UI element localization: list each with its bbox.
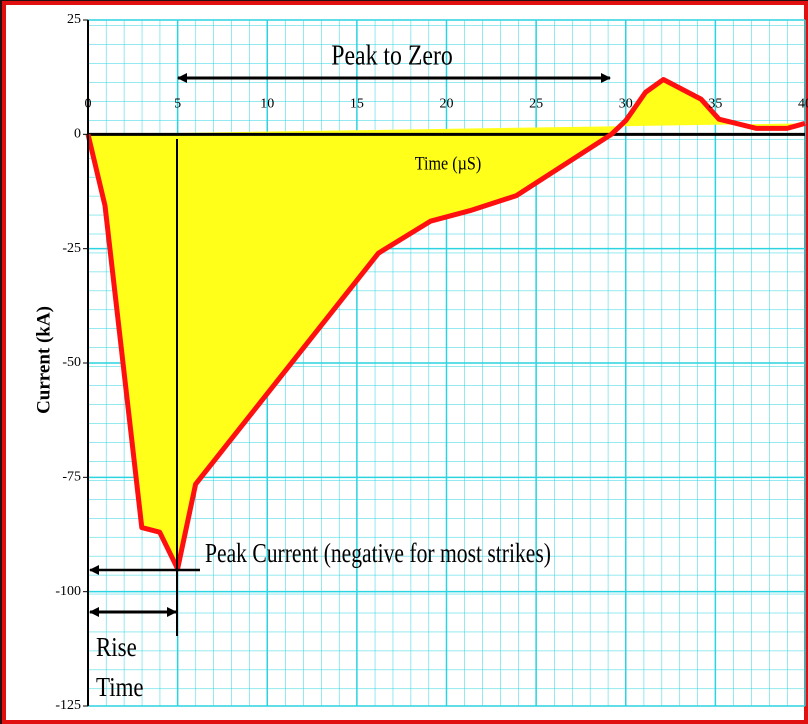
x-tick-label: 20 <box>440 97 454 112</box>
annotation: Peak Current (negative for most strikes) <box>205 539 551 569</box>
annotation: Rise <box>96 634 137 663</box>
y-tick-label: -25 <box>62 241 81 256</box>
x-tick-label: 35 <box>708 97 722 112</box>
x-tick-label: 25 <box>529 97 543 112</box>
chart: Peak to Zero Peak Current (negative for … <box>0 0 808 724</box>
x-tick-label: 5 <box>174 97 181 112</box>
x-tick-label: 10 <box>260 97 274 112</box>
annotation: Time <box>96 674 144 703</box>
x-tick-label: 0 <box>85 97 92 112</box>
y-tick-label: -75 <box>62 470 81 485</box>
x-tick-label: 40 <box>798 97 808 112</box>
annotation: Peak to Zero <box>331 40 453 71</box>
y-tick-label: -100 <box>55 584 81 599</box>
y-tick-label: 0 <box>74 127 81 142</box>
x-tick-label: 30 <box>619 97 633 112</box>
y-tick-label: -50 <box>62 355 81 370</box>
x-tick-label: 15 <box>350 97 364 112</box>
y-tick-label: -125 <box>55 698 81 713</box>
y-axis-label: Current (kA) <box>33 306 54 414</box>
x-axis-label: Time (µS) <box>415 152 482 174</box>
y-tick-label: 25 <box>67 12 81 27</box>
